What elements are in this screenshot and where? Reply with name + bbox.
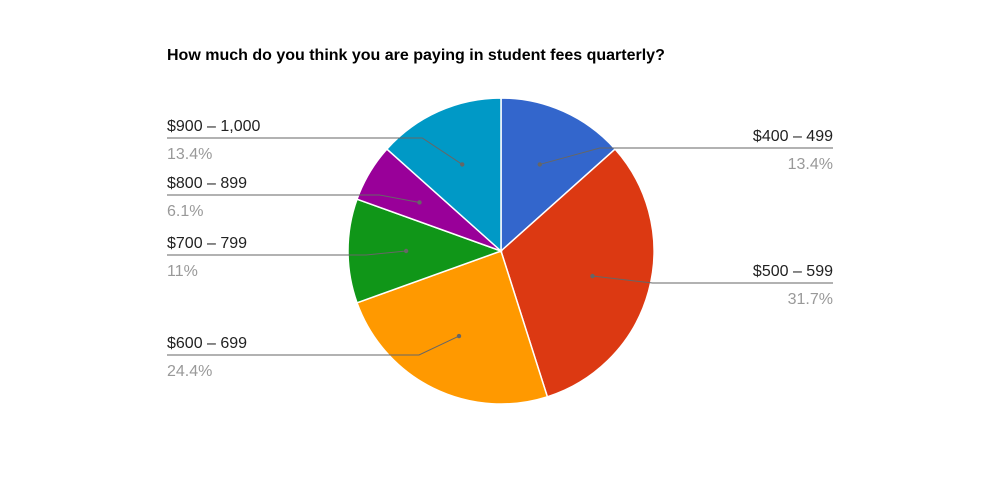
pie-slice-500-599	[500, 148, 655, 398]
chart-title: How much do you think you are paying in …	[167, 47, 665, 64]
slice-labels: $400 – 499 13.4% $500 – 599 31.7% $600 – 699…	[167, 118, 833, 380]
slice-percent-500-599: 31.7%	[788, 291, 833, 308]
pie-slice-600-699	[356, 250, 549, 405]
pie-slice-700-799	[347, 198, 504, 304]
pie-slices	[347, 97, 655, 405]
leader-dot-600-699	[456, 333, 462, 339]
slice-percent-600-699: 24.4%	[167, 363, 212, 380]
leader-line-800-899	[167, 194, 420, 203]
pie-slice-400-499	[500, 97, 617, 253]
slice-percent-700-799: 11%	[167, 263, 198, 280]
leader-line-700-799	[167, 250, 407, 256]
slice-label-500-599: $500 – 599	[753, 263, 833, 280]
leader-line-600-699	[167, 335, 460, 356]
slice-percent-900-1-000: 13.4%	[167, 146, 212, 163]
slice-label-400-499: $400 – 499	[753, 128, 833, 145]
slice-label-700-799: $700 – 799	[167, 235, 247, 252]
leader-line-400-499	[539, 147, 833, 165]
pie-slice-900-1-000	[385, 97, 502, 253]
slice-percent-800-899: 6.1%	[167, 203, 203, 220]
leader-dot-800-899	[417, 200, 422, 205]
leader-dot-900-1-000	[460, 162, 465, 167]
leader-dot-400-499	[537, 162, 542, 167]
slice-label-900-1-000: $900 – 1,000	[167, 118, 261, 135]
slice-label-600-699: $600 – 699	[167, 335, 247, 352]
slice-percent-400-499: 13.4%	[788, 156, 833, 173]
leader-dot-500-599	[590, 273, 595, 279]
slice-label-800-899: $800 – 899	[167, 175, 247, 192]
leader-dot-700-799	[403, 248, 409, 254]
leader-line-500-599	[592, 275, 833, 284]
leader-line-900-1-000	[167, 137, 463, 165]
